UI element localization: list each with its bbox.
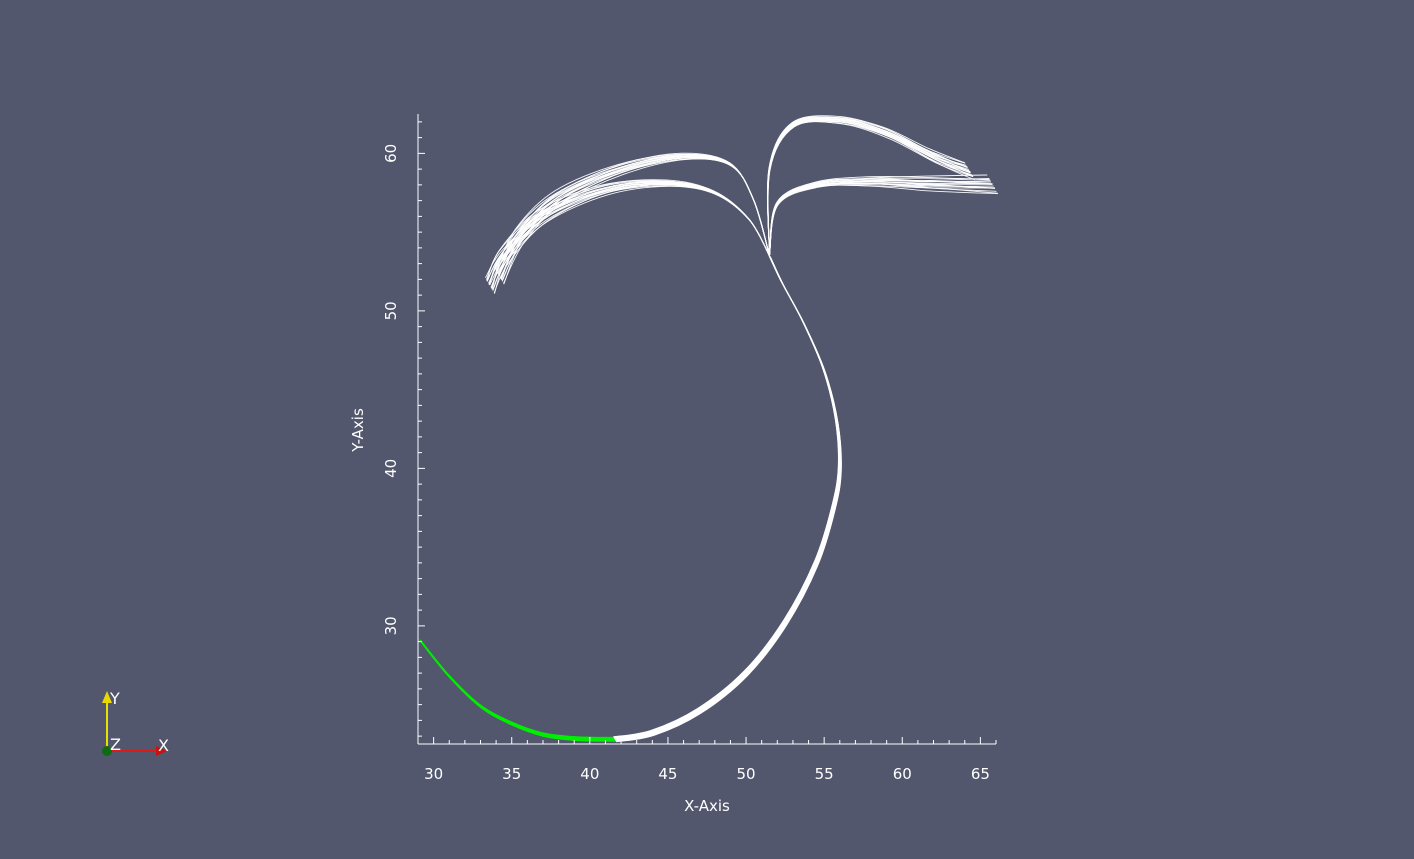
y-tick-label: 60 bbox=[382, 144, 400, 163]
y-axis-title: Y-Axis bbox=[349, 408, 367, 453]
y-tick-labels: 30 40 50 60 bbox=[382, 144, 400, 636]
highlighted-streamline bbox=[421, 642, 616, 742]
x-tick-label: 50 bbox=[737, 765, 756, 783]
y-tick-label: 50 bbox=[382, 301, 400, 320]
streamline-series bbox=[613, 253, 842, 743]
streamline bbox=[769, 184, 995, 256]
streamline bbox=[769, 182, 997, 256]
orientation-x-arrowhead bbox=[156, 746, 167, 756]
streamline-bundle bbox=[419, 115, 999, 743]
streamline bbox=[498, 155, 770, 276]
streamline bbox=[769, 182, 998, 256]
streamline bbox=[485, 180, 770, 279]
x-tick-label: 60 bbox=[893, 765, 912, 783]
streamline-series bbox=[766, 115, 975, 256]
x-tick-label: 40 bbox=[580, 765, 599, 783]
highlighted-streamline bbox=[419, 639, 615, 739]
x-tick-label: 65 bbox=[971, 765, 990, 783]
y-tick-label: 30 bbox=[382, 616, 400, 635]
streamline bbox=[499, 156, 770, 278]
y-tick-marks bbox=[418, 121, 425, 737]
x-tick-labels: 30 35 40 45 50 55 60 65 bbox=[424, 765, 990, 783]
streamline bbox=[769, 179, 993, 256]
streamline bbox=[769, 183, 995, 256]
x-tick-label: 55 bbox=[815, 765, 834, 783]
streamline bbox=[492, 185, 770, 290]
streamline-series bbox=[769, 174, 999, 256]
orientation-x-label: X bbox=[158, 736, 169, 755]
orientation-z-label: Z bbox=[110, 735, 121, 754]
streamline bbox=[769, 184, 999, 256]
streamline bbox=[616, 258, 842, 743]
streamline bbox=[767, 121, 974, 256]
plot-area: 30 35 40 45 50 55 60 65 30 40 50 60 X-Axis Y-Axis bbox=[349, 114, 999, 815]
x-axis-title: X-Axis bbox=[684, 797, 730, 815]
orientation-z-dot bbox=[102, 746, 112, 756]
orientation-axes-widget: X Y Z bbox=[102, 689, 169, 756]
streamline-series bbox=[494, 152, 770, 285]
streamline bbox=[490, 181, 770, 289]
streamline bbox=[769, 182, 993, 256]
cube-axes: 30 35 40 45 50 55 60 65 30 40 50 60 X-Axis Y-Axis bbox=[349, 114, 997, 815]
streamline bbox=[769, 182, 994, 256]
x-tick-label: 30 bbox=[424, 765, 443, 783]
y-tick-label: 40 bbox=[382, 459, 400, 478]
highlighted-streamline bbox=[419, 639, 614, 739]
x-tick-label: 35 bbox=[502, 765, 521, 783]
orientation-y-label: Y bbox=[109, 689, 120, 708]
orientation-y-arrowhead bbox=[102, 691, 112, 703]
x-tick-marks bbox=[417, 737, 997, 744]
streamline-series bbox=[419, 639, 616, 742]
highlighted-streamline bbox=[419, 640, 615, 740]
streamline bbox=[503, 157, 770, 285]
x-tick-label: 45 bbox=[658, 765, 677, 783]
streamline bbox=[501, 158, 770, 281]
streamline bbox=[503, 156, 770, 284]
